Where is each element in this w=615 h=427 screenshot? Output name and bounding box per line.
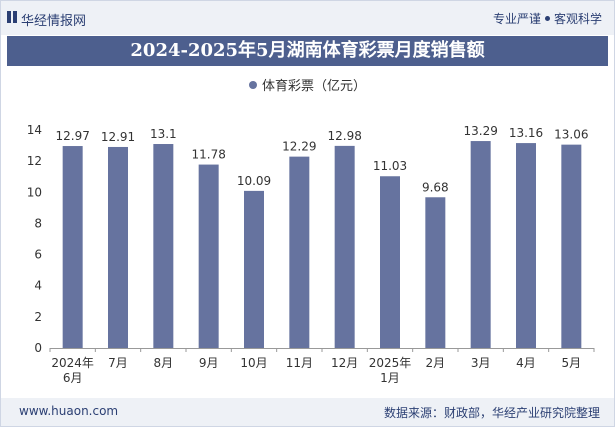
tagline: 专业严谨 客观科学 [493, 10, 602, 27]
brand-logo-icon [7, 11, 17, 23]
bar [198, 164, 219, 348]
x-tick-label: 4月 [516, 356, 536, 370]
footer-url: www.huaon.com [19, 404, 119, 418]
legend-swatch-icon [248, 81, 257, 89]
x-tick-label: 6月 [63, 371, 83, 385]
y-tick-label: 0 [34, 341, 42, 355]
bar [425, 197, 446, 348]
bar [516, 143, 536, 348]
data-label: 13.06 [554, 128, 588, 142]
bar [153, 144, 174, 348]
y-tick-label: 12 [27, 154, 42, 168]
y-tick-label: 14 [27, 123, 42, 137]
bar [289, 156, 310, 348]
tagline-left: 专业严谨 [492, 12, 541, 26]
top-bar: 华经情报网 专业严谨 客观科学 [1, 1, 614, 35]
brand-name: 华经情报网 [21, 14, 87, 29]
x-tick-label: 3月 [471, 356, 491, 370]
data-label: 12.29 [282, 140, 316, 154]
y-tick-label: 10 [27, 185, 42, 199]
x-tick-label: 9月 [199, 356, 219, 370]
x-tick-label: 2025年 [369, 356, 412, 370]
data-label: 11.03 [373, 159, 407, 173]
x-tick-label: 12月 [331, 356, 358, 370]
data-label: 12.98 [327, 129, 361, 143]
data-label: 13.16 [509, 126, 543, 140]
data-label: 11.78 [191, 148, 225, 162]
y-tick-label: 4 [34, 279, 42, 293]
chart-legend: 体育彩票（亿元） [1, 75, 614, 94]
y-tick-label: 6 [34, 248, 42, 262]
bar [244, 190, 264, 348]
x-tick-label: 8月 [154, 356, 174, 370]
bar [561, 144, 582, 348]
x-tick-label: 11月 [286, 356, 313, 370]
bar [470, 141, 491, 348]
separator-dot-icon [544, 16, 550, 21]
y-tick-label: 8 [34, 216, 42, 230]
data-label: 13.29 [463, 124, 497, 138]
footer-bar: www.huaon.com 数据来源：财政部，华经产业研究院整理 [1, 398, 614, 426]
tagline-right: 客观科学 [553, 12, 602, 26]
footer-source: 数据来源：财政部，华经产业研究院整理 [383, 406, 600, 420]
data-label: 9.68 [422, 180, 449, 194]
data-label: 13.1 [150, 127, 177, 141]
x-tick-label: 10月 [240, 356, 267, 370]
legend-label: 体育彩票（亿元） [261, 79, 366, 94]
x-tick-label: 2024年 [51, 356, 94, 370]
data-label: 12.91 [101, 130, 135, 144]
data-label: 10.09 [237, 174, 271, 188]
chart-title: 2024-2025年5月湖南体育彩票月度销售额 [7, 36, 608, 66]
x-tick-label: 7月 [108, 356, 128, 370]
x-tick-label: 2月 [426, 356, 446, 370]
bar [62, 146, 83, 348]
bar [108, 146, 128, 348]
y-tick-label: 2 [34, 310, 42, 324]
x-tick-label: 1月 [380, 371, 400, 385]
bar [380, 176, 400, 348]
bar [334, 145, 355, 348]
data-label: 12.97 [55, 129, 89, 143]
x-tick-label: 5月 [562, 356, 582, 370]
